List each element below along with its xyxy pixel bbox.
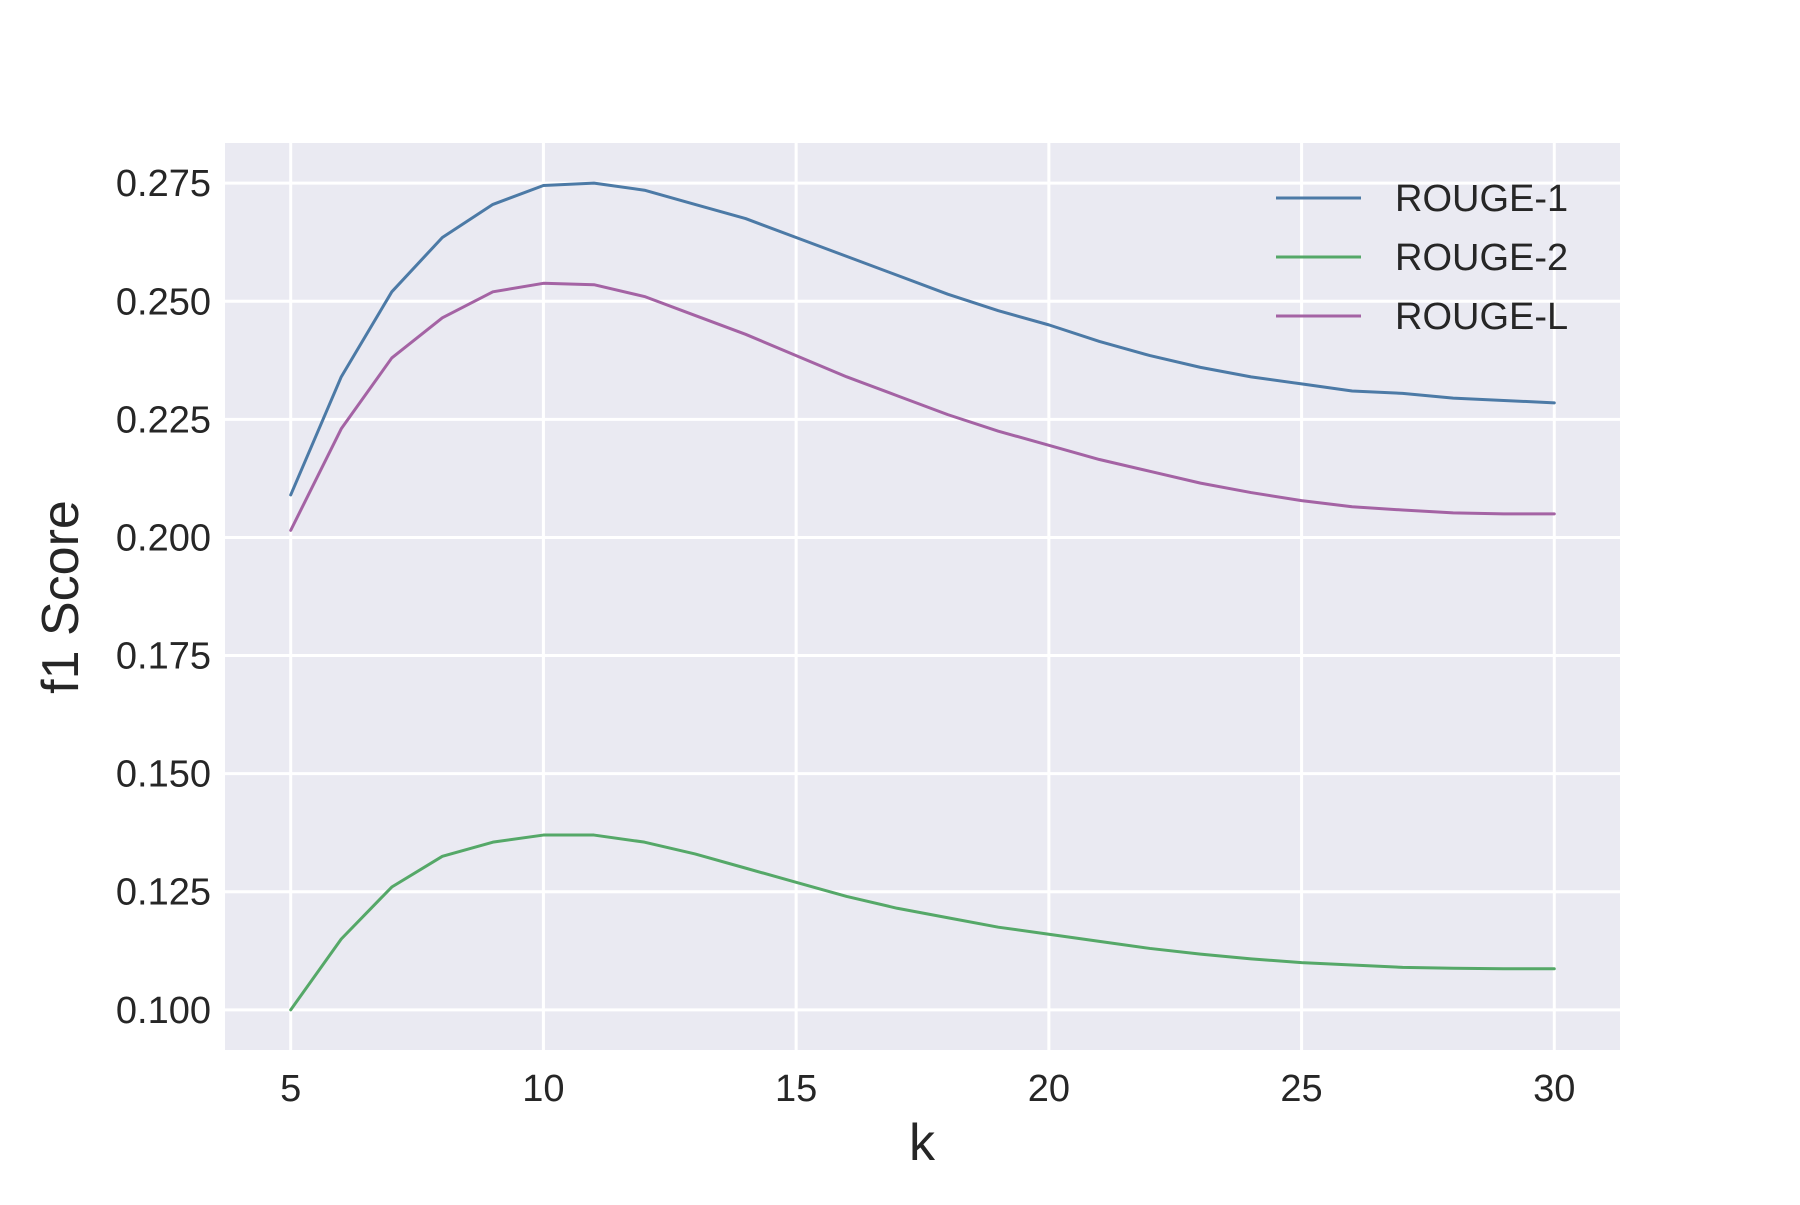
x-tick-labels: 5 10 15 20 25 30 — [280, 1068, 1575, 1110]
series-line-rouge-l — [289, 281, 1556, 532]
legend: ROUGE-1 ROUGE-2 ROUGE-L — [1276, 178, 1568, 338]
y-tick-label: 0.175 — [116, 636, 211, 678]
plot-area — [225, 143, 1620, 1050]
y-axis-label: f1 Score — [32, 500, 90, 694]
y-tick-label: 0.275 — [116, 163, 211, 205]
legend-label-rouge-l: ROUGE-L — [1395, 296, 1568, 338]
x-tick-label: 30 — [1533, 1068, 1575, 1110]
legend-label-rouge-1: ROUGE-1 — [1395, 178, 1568, 220]
series-line-rouge-2 — [289, 833, 1556, 1012]
x-tick-label: 25 — [1280, 1068, 1322, 1110]
y-tick-label: 0.125 — [116, 872, 211, 914]
x-tick-label: 10 — [522, 1068, 564, 1110]
legend-label-rouge-2: ROUGE-2 — [1395, 237, 1568, 279]
y-tick-labels: 0.100 0.125 0.150 0.175 0.200 0.225 0.250 0.275 — [116, 163, 211, 1032]
y-tick-label: 0.200 — [116, 517, 211, 559]
x-tick-label: 15 — [775, 1068, 817, 1110]
y-tick-label: 0.150 — [116, 754, 211, 796]
y-tick-label: 0.100 — [116, 990, 211, 1032]
x-axis-label: k — [909, 1114, 936, 1172]
series-layer — [289, 181, 1556, 1012]
series-line-rouge-1 — [289, 181, 1556, 497]
y-tick-label: 0.250 — [116, 281, 211, 323]
x-tick-label: 5 — [280, 1068, 301, 1110]
grid-layer — [225, 143, 1620, 1050]
y-tick-label: 0.225 — [116, 399, 211, 441]
x-tick-label: 20 — [1028, 1068, 1070, 1110]
